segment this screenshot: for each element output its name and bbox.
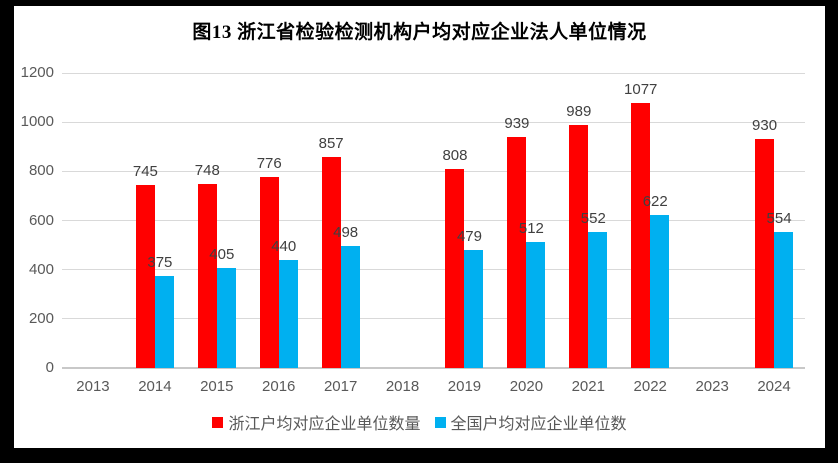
y-axis-tick-label: 400 xyxy=(28,260,54,278)
bar-value-label: 498 xyxy=(333,223,359,241)
bar-zhejiang xyxy=(569,124,589,368)
y-axis-tick-label: 0 xyxy=(45,359,54,376)
chart-panel: 图13 浙江省检验检测机构户均对应企业法人单位情况 0 200 400 600 800 1… xyxy=(14,6,825,448)
bar-value-label: 745 xyxy=(132,162,158,180)
x-axis-tick-label: 2023 xyxy=(695,378,729,395)
bar-value-label: 440 xyxy=(271,237,297,255)
bar-zhejiang xyxy=(321,157,341,368)
bar-national xyxy=(216,268,236,368)
bar-value-label: 622 xyxy=(642,193,668,211)
bar-value-label: 776 xyxy=(256,155,282,173)
bar-zhejiang xyxy=(445,169,465,368)
plot-area: 0 200 400 600 800 1000 1200 2013 2014 745 375 2015 7… xyxy=(21,65,805,395)
x-axis-tick-label: 2015 xyxy=(200,378,234,395)
legend-swatch-blue xyxy=(434,416,446,428)
x-axis-tick-label: 2020 xyxy=(509,378,544,395)
bar-value-label: 479 xyxy=(456,228,482,246)
x-axis-tick-label: 2019 xyxy=(447,378,482,395)
bar-zhejiang xyxy=(755,139,775,368)
bar-national xyxy=(154,275,174,368)
legend-label-national: 全国户均对应企业单位数 xyxy=(450,416,627,433)
bar-zhejiang xyxy=(507,137,527,368)
x-axis-tick-label: 2016 xyxy=(262,378,296,395)
x-axis-line xyxy=(62,367,805,369)
legend-item-national: 全国户均对应企业单位数 xyxy=(434,410,627,434)
chart-title: 图13 浙江省检验检测机构户均对应企业法人单位情况 xyxy=(192,22,647,43)
bar-value-label: 748 xyxy=(194,162,220,180)
bar-national xyxy=(526,242,546,368)
legend-item-zhejiang: 浙江户均对应企业单位数量 xyxy=(212,410,421,434)
bar-value-label: 857 xyxy=(318,135,344,153)
bar-value-label: 1077 xyxy=(624,81,658,99)
bar-value-label: 554 xyxy=(766,209,792,227)
bar-value-label: 552 xyxy=(580,210,606,228)
bar-national xyxy=(464,250,484,368)
bar-national xyxy=(650,215,670,368)
gridline xyxy=(62,170,805,172)
y-axis-tick-label: 1000 xyxy=(20,113,54,131)
bar-national xyxy=(278,259,298,368)
y-axis-tick-label: 200 xyxy=(28,309,54,327)
gridline xyxy=(62,269,805,271)
bar-national xyxy=(588,232,608,368)
bar-value-label: 405 xyxy=(209,246,235,264)
gridline xyxy=(62,72,805,74)
bar-value-label: 930 xyxy=(752,117,778,135)
bar-value-label: 939 xyxy=(504,115,530,133)
bar-value-label: 512 xyxy=(518,220,544,238)
x-axis-tick-label: 2022 xyxy=(633,378,667,395)
bar-zhejiang xyxy=(197,184,217,368)
gridline xyxy=(62,121,805,123)
bar-zhejiang xyxy=(259,177,279,368)
y-axis-tick-label: 1200 xyxy=(20,64,54,81)
bar-national xyxy=(340,245,360,368)
bar-value-label: 375 xyxy=(147,253,173,271)
x-axis-tick-label: 2013 xyxy=(76,378,110,395)
bar-value-label: 989 xyxy=(566,102,592,120)
x-axis-tick-label: 2017 xyxy=(323,378,358,395)
bar-zhejiang xyxy=(631,103,651,368)
x-axis-tick-label: 2014 xyxy=(138,378,172,395)
bar-value-label: 808 xyxy=(442,147,468,165)
x-axis-tick-label: 2024 xyxy=(757,378,791,395)
legend-swatch-red xyxy=(212,416,224,428)
gridline xyxy=(62,220,805,221)
x-axis-tick-label: 2018 xyxy=(385,378,420,395)
x-axis-tick-label: 2021 xyxy=(571,378,605,395)
gridline xyxy=(62,318,805,320)
legend: 浙江户均对应企业单位数量 全国户均对应企业单位数 xyxy=(14,410,825,434)
y-axis-tick-label: 600 xyxy=(28,211,54,229)
y-axis-tick-label: 800 xyxy=(28,162,54,180)
bar-zhejiang xyxy=(135,184,155,368)
bar-national xyxy=(774,231,794,368)
legend-label-zhejiang: 浙江户均对应企业单位数量 xyxy=(228,416,421,433)
